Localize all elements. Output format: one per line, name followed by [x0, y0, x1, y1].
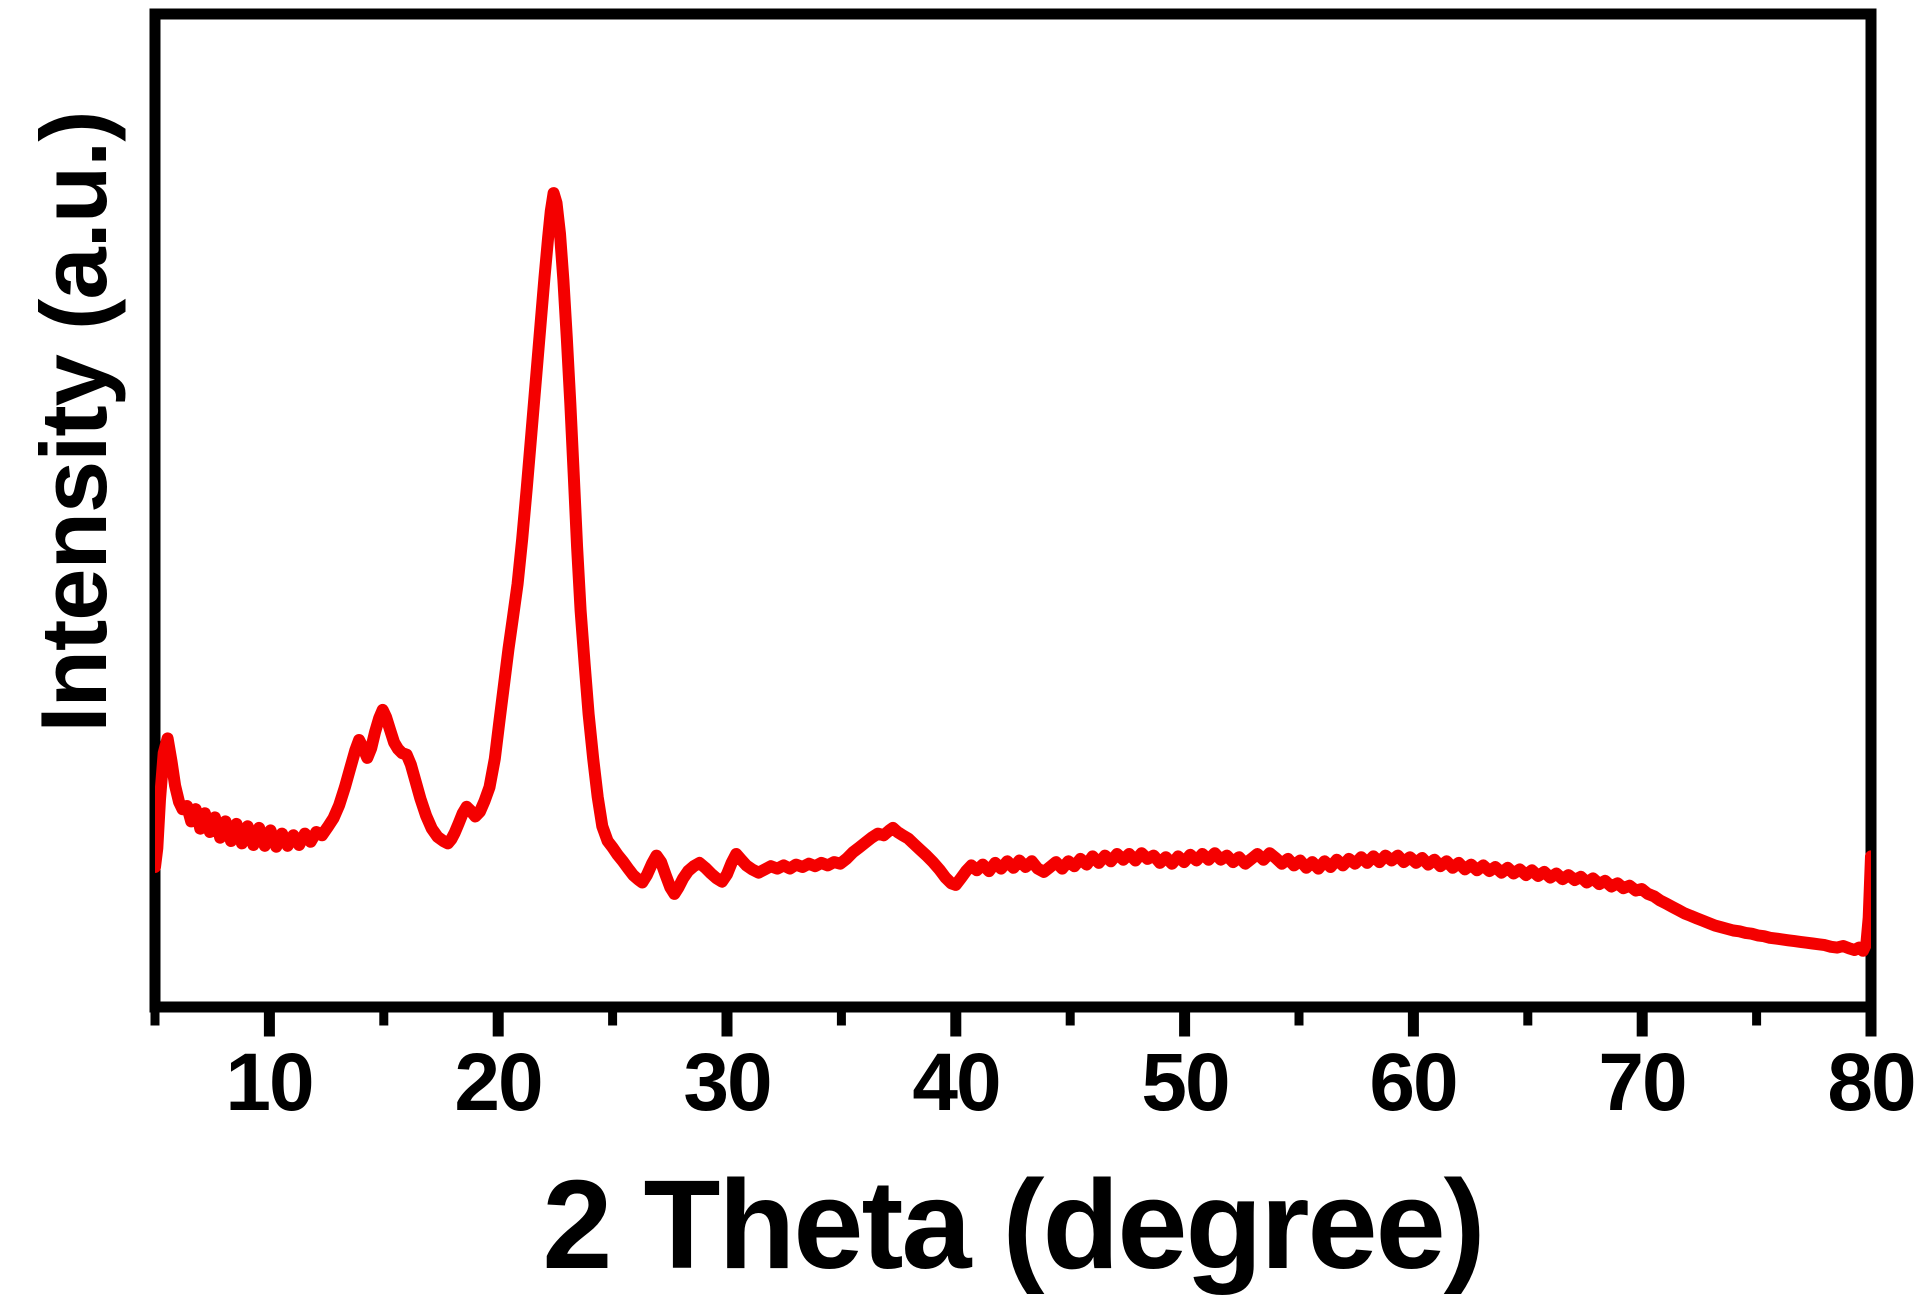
xrd-curve: [155, 187, 1871, 957]
plot-frame: [149, 8, 1877, 1013]
x-axis-title: 2 Theta (degree): [542, 1154, 1485, 1295]
x-tick-label: 70: [1598, 1037, 1687, 1128]
x-tick-label: 30: [683, 1037, 772, 1128]
x-tick-label: 60: [1369, 1037, 1458, 1128]
x-tick-label: 10: [225, 1037, 314, 1128]
y-axis-title: Intensity (a.u.): [21, 111, 126, 733]
x-tick-label: 20: [454, 1037, 543, 1128]
x-tick-label: 80: [1827, 1037, 1916, 1128]
x-tick-label: 40: [912, 1037, 1001, 1128]
x-tick-label: 50: [1141, 1037, 1230, 1128]
x-axis-ticks: [150, 1012, 1877, 1037]
